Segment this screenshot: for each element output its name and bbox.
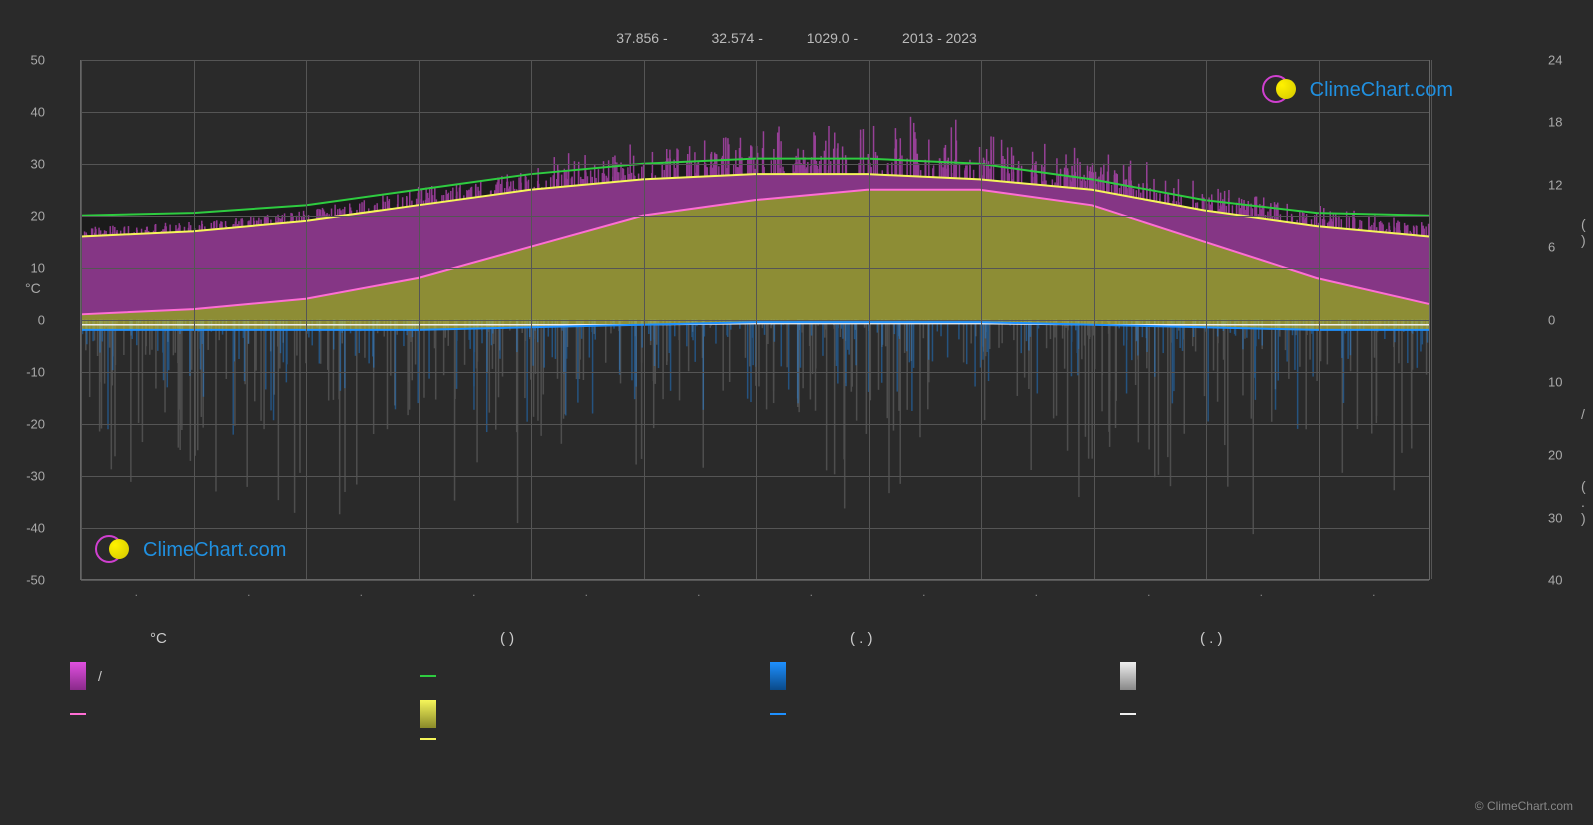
y-tick-left: 50	[15, 53, 45, 68]
logo-icon	[1262, 75, 1302, 105]
legend-item	[1120, 738, 1470, 740]
legend-header: ( . )	[1120, 630, 1470, 647]
legend-header: °C	[70, 630, 420, 647]
y-tick-left: -50	[15, 573, 45, 588]
chart-header: 37.856 - 32.574 - 1029.0 - 2013 - 2023	[0, 30, 1593, 46]
years-value: 2013 - 2023	[902, 30, 977, 46]
y-tick-right: 0	[1548, 313, 1578, 328]
legend-item	[420, 662, 770, 690]
watermark-top: ClimeChart.com	[1262, 75, 1453, 105]
x-tick: .	[697, 585, 700, 599]
legend-item	[770, 738, 1120, 740]
y-tick-right: 20	[1548, 448, 1578, 463]
y-tick-right: 18	[1548, 115, 1578, 130]
copyright: © ClimeChart.com	[1475, 799, 1573, 813]
brand-text: ClimeChart.com	[1310, 79, 1453, 102]
y-tick-right: 40	[1548, 573, 1578, 588]
y-tick-right: 10	[1548, 375, 1578, 390]
y-tick-left: -30	[15, 469, 45, 484]
y-tick-left: 20	[15, 209, 45, 224]
legend-item	[770, 700, 1120, 728]
legend-header: ( )	[420, 630, 770, 647]
x-tick: .	[247, 585, 250, 599]
x-tick: .	[810, 585, 813, 599]
y-tick-right: 24	[1548, 53, 1578, 68]
y-tick-right: 6	[1548, 240, 1578, 255]
x-tick: .	[1035, 585, 1038, 599]
legend-item	[70, 738, 420, 740]
legend-header: ( . )	[770, 630, 1120, 647]
x-tick: .	[922, 585, 925, 599]
legend-item	[420, 700, 770, 728]
legend-item	[1120, 700, 1470, 728]
legend-item	[420, 738, 770, 740]
logo-icon	[95, 535, 135, 565]
lon-value: 32.574 -	[712, 30, 763, 46]
brand-text: ClimeChart.com	[143, 539, 286, 562]
chart-plot-area	[80, 60, 1430, 580]
y-tick-left: -40	[15, 521, 45, 536]
x-tick: .	[135, 585, 138, 599]
watermark-bottom: ClimeChart.com	[95, 535, 286, 565]
y-tick-left: 10	[15, 261, 45, 276]
x-tick: .	[585, 585, 588, 599]
y-tick-left: 40	[15, 105, 45, 120]
y-tick-right: 30	[1548, 510, 1578, 525]
x-tick: .	[1372, 585, 1375, 599]
x-tick: .	[360, 585, 363, 599]
x-tick: .	[472, 585, 475, 599]
y-tick-right: 12	[1548, 177, 1578, 192]
legend-item	[70, 700, 420, 728]
elev-value: 1029.0 -	[807, 30, 858, 46]
legend-item	[770, 662, 1120, 690]
y-tick-left: -20	[15, 417, 45, 432]
y-tick-left: 0	[15, 313, 45, 328]
legend-item	[1120, 662, 1470, 690]
lat-value: 37.856 -	[616, 30, 667, 46]
legend: °C( )( . )( . ) /	[70, 630, 1470, 750]
x-tick: .	[1260, 585, 1263, 599]
legend-item: /	[70, 662, 420, 690]
y-tick-left: 30	[15, 157, 45, 172]
x-axis: ............	[80, 585, 1430, 605]
y-tick-left: -10	[15, 365, 45, 380]
x-tick: .	[1147, 585, 1150, 599]
y-axis-left-label: °C	[25, 280, 41, 296]
